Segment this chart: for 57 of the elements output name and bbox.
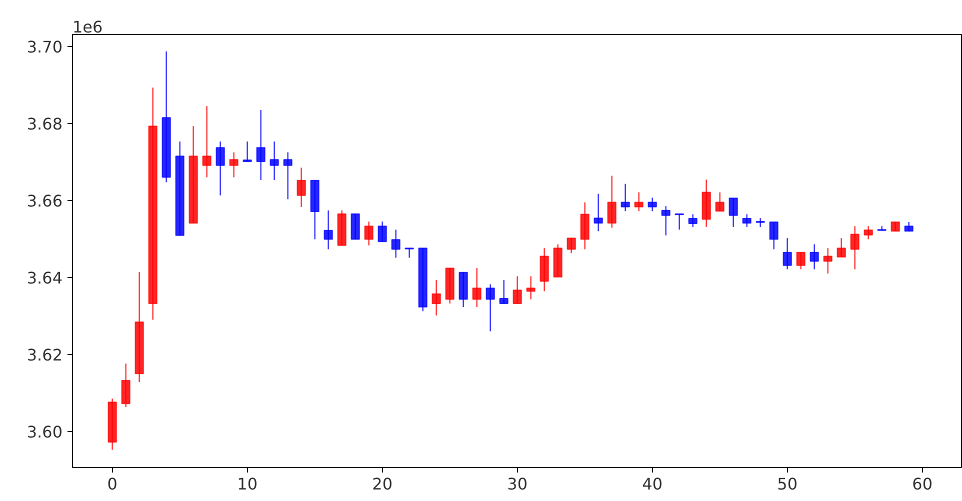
candlestick (526, 276, 536, 300)
candlestick (216, 140, 225, 196)
candlestick (634, 192, 644, 212)
candlestick (756, 217, 765, 228)
x-tick-label: 0 (107, 474, 118, 494)
candlestick (566, 237, 576, 254)
candlestick (270, 140, 279, 181)
candlestick (661, 206, 670, 236)
candlestick (742, 214, 752, 228)
candlestick (296, 167, 306, 208)
candlestick (810, 244, 819, 270)
candlestick (256, 109, 266, 181)
candlestick (121, 362, 130, 408)
candlestick (850, 226, 860, 270)
x-tick-label: 10 (237, 474, 258, 494)
candlestick (432, 279, 441, 316)
candlestick (836, 237, 846, 258)
candlestick (391, 228, 400, 258)
x-tick-label: 20 (372, 474, 393, 494)
candlestick (283, 152, 292, 200)
y-tick-label: 3.64 (26, 268, 62, 288)
y-tick-label: 3.62 (26, 345, 62, 364)
candlestick (648, 197, 657, 212)
candlestick (607, 175, 616, 228)
candlestick (864, 226, 873, 240)
y-tick-label: 3.66 (26, 191, 62, 210)
candlestick (324, 210, 333, 250)
candlestick (796, 252, 806, 270)
candlestick (620, 183, 630, 212)
candlestick (674, 213, 684, 230)
candlestick (499, 279, 508, 304)
x-tick-label: 40 (642, 474, 663, 494)
candlestick (378, 220, 387, 242)
y-tick-label: 3.60 (26, 422, 62, 442)
y-tick-label: 3.68 (26, 114, 62, 134)
annotation: 1e6 (72, 18, 103, 36)
x-tick-label: 60 (912, 474, 933, 494)
candlestick (512, 276, 522, 304)
candlestick (404, 247, 414, 258)
candlestick (472, 267, 482, 308)
candlestick (486, 284, 495, 332)
candlestick (904, 221, 914, 232)
candlestick (890, 221, 900, 232)
candlestick (688, 214, 698, 228)
x-tick-label: 30 (507, 474, 528, 494)
x-tick-label: 50 (777, 474, 798, 494)
candlestick (229, 152, 238, 178)
candlestick (728, 197, 738, 228)
candlestick (715, 192, 724, 212)
candlestick (769, 221, 778, 250)
candlestick (782, 237, 792, 270)
candlestick (594, 193, 603, 232)
y-tick-label: 3.70 (26, 37, 62, 56)
candlestick (364, 220, 374, 246)
candlestick (823, 247, 832, 274)
candlestick (242, 140, 252, 162)
candlestick (202, 105, 212, 178)
